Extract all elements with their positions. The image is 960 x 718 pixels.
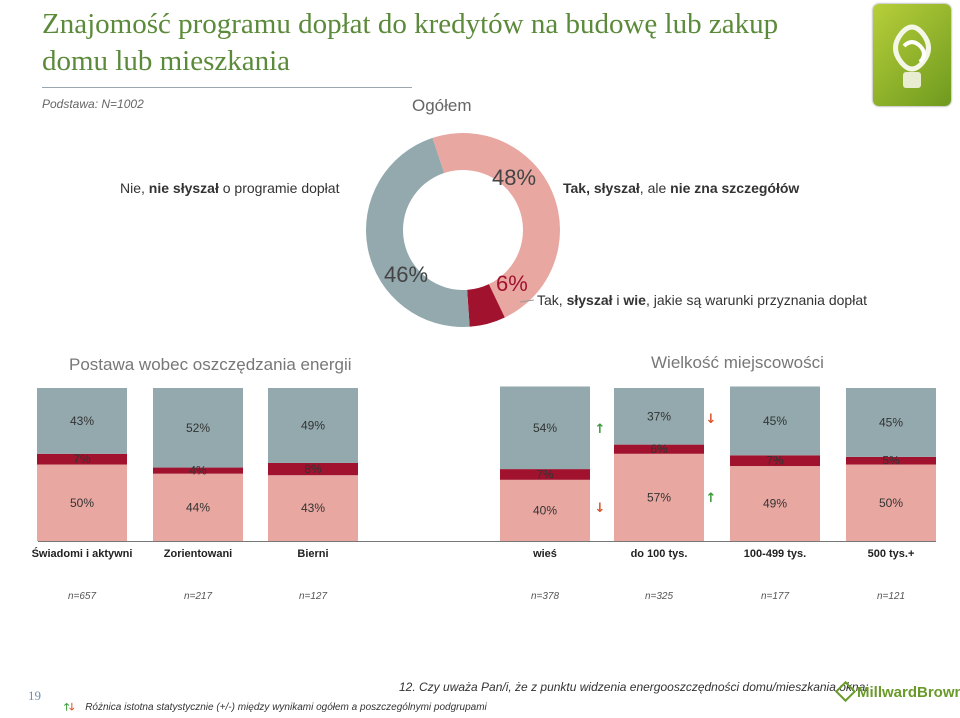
bar-label-mid: 7% [536,467,554,481]
bar-seg-top [268,388,358,463]
bar-label-bottom: 50% [879,496,903,510]
bar-label-mid: 7% [73,452,91,466]
bar-label-bottom: 44% [186,500,210,514]
bar-label-top: 52% [186,421,210,435]
sample-size-label: n=325 [644,591,674,602]
bar-seg-mid [37,453,127,465]
bar-seg-bottom [153,473,243,541]
bar-seg-mid [268,462,358,476]
category-label: Zorientowani [163,548,233,560]
sample-size-label: n=121 [876,591,906,602]
bar-seg-mid [500,469,590,480]
bar-seg-bottom [846,464,936,541]
brand-logo: MillwardBrown [834,680,960,703]
sample-size-label: n=217 [183,591,213,602]
brand-name: MillwardBrown [857,684,960,701]
bar-seg-mid [730,455,820,467]
arrow-down-icon: 🡓 [69,702,75,713]
bar-seg-bottom [614,453,704,541]
bar-seg-mid [614,444,704,454]
bar-seg-top [500,386,590,470]
bar-seg-mid [846,456,936,465]
bar-label-top: 49% [301,418,325,432]
category-label: 500 tys.+ [867,548,915,560]
bar-label-top: 43% [70,414,94,428]
pie-pct-tak-szczegoly: 48% [492,165,537,190]
bar-label-top: 45% [763,414,787,428]
sample-size-label: n=177 [760,591,790,602]
arrow-down-icon: ↓ [595,501,606,516]
arrow-up-icon: 🡑 [64,702,70,713]
bar-label-bottom: 50% [70,496,94,510]
category-label: Świadomi i aktywni [31,548,133,560]
bar-seg-top [37,388,127,454]
pie-slice-tak_wie [467,284,505,327]
bar-seg-top [614,388,704,445]
pie-leader-line [519,299,535,303]
bar-label-top: 45% [879,415,903,429]
arrow-down-icon: ↓ [706,412,717,427]
bar-label-bottom: 57% [647,490,671,504]
bar-label-mid: 8% [304,462,322,476]
page-number: 19 [28,688,41,703]
bar-seg-bottom [268,475,358,541]
bar-label-bottom: 49% [763,497,787,511]
sample-size-label: n=657 [67,591,97,602]
survey-question: 12. Czy uważa Pan/i, że z punktu widzeni… [399,680,869,694]
bar-seg-top [846,388,936,457]
bar-label-mid: 7% [766,454,784,468]
lightbulb-logo-image [873,4,951,106]
brand-mark-icon [834,680,857,703]
chart-baseline [38,541,936,542]
sample-size-label: n=127 [298,591,328,602]
pie-pct-nie: 46% [384,262,429,287]
base-note: Podstawa: N=1002 [42,97,144,111]
bar-label-bottom: 40% [533,503,557,517]
title-underline [42,87,412,88]
pie-heading: Ogółem [412,96,472,115]
bar-label-mid: 6% [650,442,668,456]
bar-label-bottom: 43% [301,501,325,515]
pie-pct-tak-wie: 6% [496,271,528,296]
bar-label-mid: 4% [189,464,207,478]
bar-seg-bottom [500,479,590,541]
legend-text: Różnica istotna statystycznie (+/-) międ… [85,702,487,713]
pie-label-nie: Nie, nie słyszał o programie dopłat [120,180,340,196]
bar-seg-bottom [37,464,127,541]
significance-legend: 🡑🡓 Różnica istotna statystycznie (+/-) m… [64,700,487,717]
lightbulb-icon [893,24,931,88]
bar-seg-top [730,386,820,456]
bar-label-mid: 5% [882,454,900,468]
category-label: 100-499 tys. [743,548,807,560]
category-label: do 100 tys. [630,548,688,560]
category-label: Bierni [297,548,329,560]
section-heading-wielkosc: Wielkość miejscowości [651,353,824,372]
bar-seg-mid [153,467,243,474]
bar-seg-bottom [730,466,820,541]
category-label: wieś [533,548,557,560]
bar-seg-top [153,388,243,468]
pie-label-tak-szczegoly: Tak, słyszał, ale nie zna szczegółów [563,180,800,196]
sample-size-label: n=378 [530,591,560,602]
pie-slice-tak_szczegoly [432,133,560,318]
section-heading-postawa: Postawa wobec oszczędzania energii [69,355,352,374]
arrow-up-icon: ↑ [706,491,717,506]
bar-label-top: 54% [533,421,557,435]
arrow-up-icon: ↑ [595,422,606,437]
pie-slice-nie [366,137,470,327]
pie-label-tak-wie: Tak, słyszał i wie, jakie są warunki prz… [537,292,867,308]
bar-label-top: 37% [647,409,671,423]
page-title: Znajomość programu dopłat do kredytów na… [42,8,779,77]
